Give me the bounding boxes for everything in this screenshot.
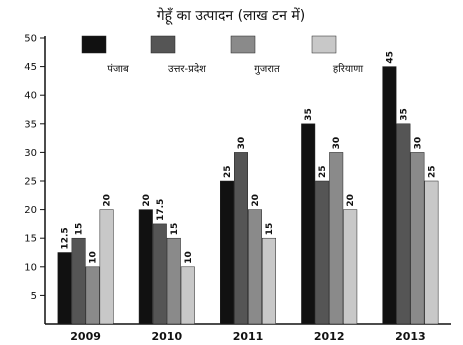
y-tick-label: 20 — [24, 205, 37, 216]
legend-swatch — [311, 35, 337, 54]
x-tick-label: 2011 — [233, 330, 264, 343]
bar — [152, 223, 167, 325]
bar — [410, 152, 425, 325]
data-label: 20 — [346, 194, 356, 207]
bar — [424, 180, 439, 325]
bar — [343, 209, 358, 325]
data-label: 25 — [223, 165, 233, 178]
data-label: 20 — [142, 194, 152, 207]
bar — [301, 123, 316, 325]
data-label: 30 — [237, 137, 247, 150]
legend-label: उत्तर-प्रदेश — [168, 63, 206, 75]
y-tick-label: 10 — [24, 262, 37, 273]
y-tick-label: 15 — [24, 234, 37, 245]
legend-label: गुजरात — [254, 64, 280, 75]
x-tick-label: 2013 — [395, 330, 426, 343]
bar — [71, 237, 86, 325]
bar — [220, 180, 234, 325]
y-tick-label: 40 — [24, 91, 37, 102]
bar — [396, 123, 411, 325]
y-tick-label: 45 — [24, 62, 37, 73]
data-label: 10 — [89, 251, 99, 264]
y-tick-label: 25 — [24, 177, 37, 188]
legend-label: हरियाणा — [333, 63, 364, 75]
data-label: 25 — [318, 165, 328, 178]
bar — [85, 266, 100, 325]
bar — [166, 237, 181, 325]
x-tick-label: 2012 — [314, 330, 345, 343]
data-label: 10 — [184, 251, 194, 264]
data-label: 30 — [332, 137, 342, 150]
bar — [382, 66, 397, 325]
bar — [315, 180, 330, 325]
y-tick-label: 35 — [24, 119, 37, 130]
legend-label: पंजाब — [107, 63, 129, 75]
data-label: 45 — [385, 51, 395, 64]
bar — [262, 237, 276, 325]
bars: 12.5 15 10 20 20 17.5 15 10 25 30 20 15 35 25 30 20 45 35… — [57, 51, 439, 325]
x-tick-label: 2010 — [151, 330, 182, 343]
bar — [180, 266, 195, 325]
data-label: 15 — [75, 223, 85, 236]
bar — [99, 209, 114, 325]
data-label: 20 — [103, 194, 113, 207]
chart-title: गेहूँ का उत्पादन (लाख टन में) — [157, 7, 305, 25]
data-label: 35 — [399, 108, 409, 121]
data-label: 15 — [265, 223, 275, 236]
bar — [329, 152, 344, 325]
bar — [248, 209, 262, 325]
bar — [57, 252, 72, 325]
legend-swatch — [230, 35, 256, 54]
legend: पंजाब उत्तर-प्रदेश गुजरात हरियाणा — [81, 35, 364, 75]
data-label: 17.5 — [156, 199, 166, 221]
bar — [234, 152, 248, 325]
y-tick-label: 30 — [24, 148, 37, 159]
data-label: 25 — [427, 165, 437, 178]
legend-swatch — [150, 35, 176, 54]
data-label: 15 — [170, 223, 180, 236]
data-label: 30 — [413, 137, 423, 150]
data-label: 20 — [251, 194, 261, 207]
data-label: 35 — [304, 108, 314, 121]
x-tick-label: 2009 — [70, 330, 101, 343]
bar — [138, 209, 153, 325]
legend-swatch — [81, 35, 107, 54]
y-tick-label: 50 — [24, 34, 37, 45]
data-label: 12.5 — [61, 227, 71, 249]
y-tick-label: 5 — [31, 291, 37, 302]
